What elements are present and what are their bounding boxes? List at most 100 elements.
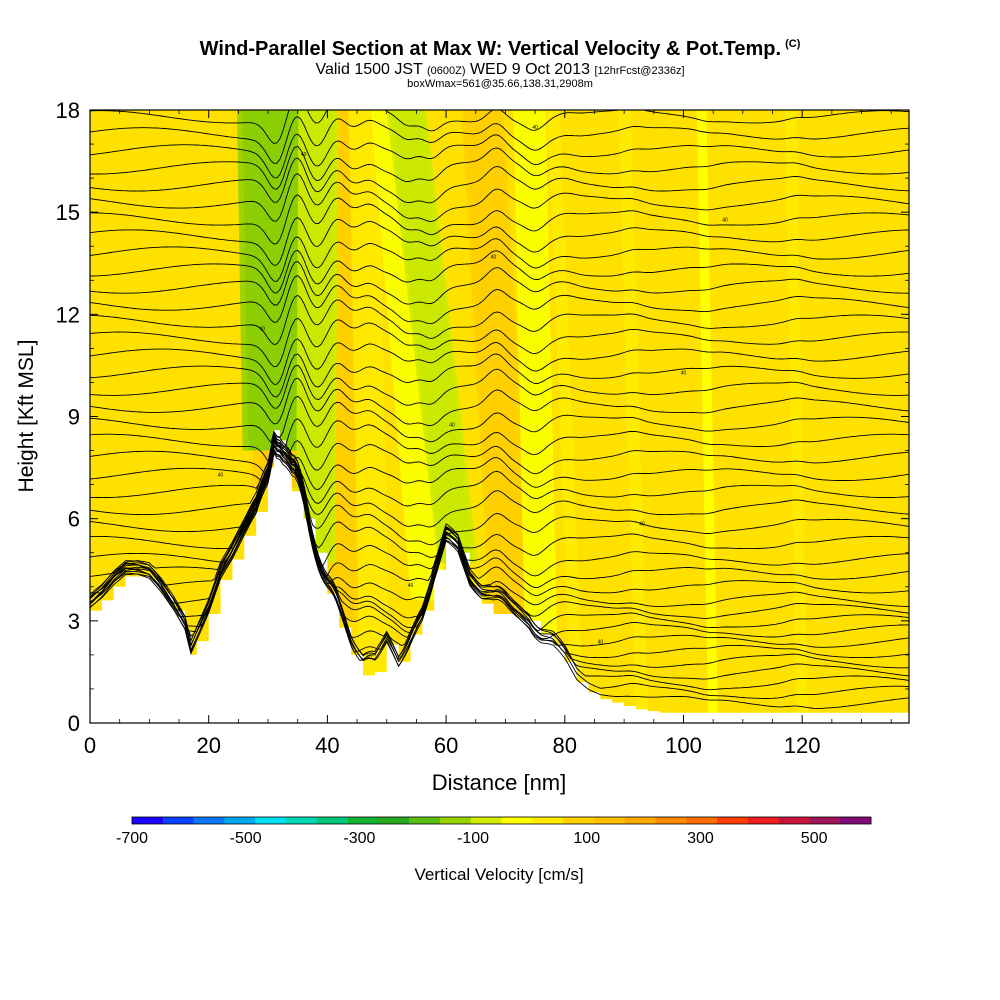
- theta-contour-label: 40: [722, 217, 728, 223]
- colorbar-swatch: [686, 817, 718, 824]
- theta-contour: [90, 236, 909, 282]
- theta-contour: [90, 440, 909, 558]
- x-axis-label: Distance [nm]: [432, 770, 567, 795]
- chart-subtitle: Valid 1500 JST (0600Z) WED 9 Oct 2013 [1…: [315, 61, 685, 78]
- theta-contour: [90, 294, 909, 345]
- theta-contour: [90, 260, 909, 306]
- theta-contour: [90, 436, 909, 628]
- theta-contour-label: 40: [598, 639, 604, 645]
- colorbar-swatch: [255, 817, 287, 824]
- theta-contour-label: 40: [301, 152, 307, 158]
- theta-contour: [90, 432, 909, 507]
- theta-contour: [90, 444, 909, 691]
- colorbar-tick-label: 100: [573, 830, 600, 847]
- colorbar-swatch: [593, 817, 625, 824]
- theta-contour: [90, 445, 909, 577]
- theta-contour: [90, 450, 909, 699]
- y-tick-label: 3: [68, 609, 80, 634]
- x-tick-label: 120: [784, 733, 821, 758]
- downdraft-band: [513, 110, 558, 645]
- x-tick-label: 80: [553, 733, 577, 758]
- colorbar-tick-label: -300: [343, 830, 375, 847]
- colorbar-swatch: [563, 817, 595, 824]
- theta-contour: [90, 364, 909, 409]
- theta-contour: [90, 430, 909, 528]
- colorbar-swatch: [224, 817, 256, 824]
- downdraft-band: [386, 110, 478, 563]
- theta-contour-label: 40: [176, 608, 182, 614]
- colorbar-tick-label: 500: [801, 830, 828, 847]
- theta-contour: [90, 438, 909, 601]
- theta-contour-label: 40: [408, 583, 414, 589]
- downdraft-band: [295, 110, 339, 563]
- chart-title: Wind-Parallel Section at Max W: Vertical…: [199, 38, 801, 60]
- colorbar-swatch: [717, 817, 749, 824]
- theta-contour: [90, 395, 909, 444]
- updraft-band: [547, 110, 583, 693]
- x-tick-label: 100: [665, 733, 702, 758]
- chart-box-info: boxWmax=561@35.66,138.31,2908m: [407, 78, 593, 90]
- y-tick-label: 18: [56, 98, 80, 123]
- colorbar-swatch: [624, 817, 656, 824]
- theta-contour: [90, 439, 909, 669]
- x-tick-label: 20: [196, 733, 220, 758]
- colorbar-swatch: [285, 817, 318, 824]
- colorbar-swatch: [655, 817, 687, 824]
- updraft-band: [348, 110, 390, 683]
- theta-contour: [90, 173, 909, 222]
- theta-contour: [90, 443, 909, 634]
- terrain-mask: [90, 430, 909, 723]
- theta-contour-label: 40: [491, 255, 497, 261]
- y-tick-label: 0: [68, 711, 80, 736]
- colorbar-swatch: [378, 817, 410, 824]
- colorbar-label: Vertical Velocity [cm/s]: [414, 865, 583, 884]
- colorbar-swatch: [809, 817, 841, 824]
- theta-contour: [90, 434, 909, 546]
- y-tick-label: 12: [56, 302, 80, 327]
- theta-contour: [90, 439, 909, 680]
- theta-contour: [90, 275, 909, 325]
- theta-contour-label: 40: [366, 655, 372, 661]
- colorbar-swatch: [470, 817, 502, 824]
- theta-contour: [90, 217, 909, 266]
- updraft-band: [618, 110, 649, 721]
- downdraft-band: [696, 110, 719, 723]
- colorbar-frame: [131, 816, 872, 825]
- updraft-band: [785, 110, 808, 723]
- colorbar-swatch: [532, 817, 564, 824]
- colorbar-swatch: [747, 817, 779, 824]
- x-tick-label: 40: [315, 733, 339, 758]
- theta-contour: [90, 145, 909, 190]
- colorbar-tick-label: 300: [687, 830, 714, 847]
- theta-contour-label: 40: [449, 422, 455, 428]
- y-axis-label: Height [Kft MSL]: [15, 340, 38, 493]
- colorbar-swatch: [501, 817, 533, 824]
- colorbar-tick-label: -100: [457, 830, 489, 847]
- theta-contour: [90, 116, 909, 164]
- colorbar-swatch: [840, 817, 872, 824]
- theta-contour: [90, 133, 909, 179]
- colorbar-swatch: [162, 817, 194, 824]
- theta-contour: [90, 157, 909, 204]
- theta-contour: [90, 418, 909, 463]
- x-tick-label: 60: [434, 733, 458, 758]
- theta-contour: [90, 353, 909, 398]
- colorbar-swatch: [132, 817, 164, 824]
- downdraft-band: [370, 110, 446, 601]
- theta-contour: [90, 338, 909, 385]
- theta-contour: [90, 440, 909, 476]
- colorbar-tick-label: -700: [116, 830, 148, 847]
- theta-contour: [90, 377, 909, 426]
- theta-contour: [90, 110, 909, 144]
- y-tick-label: 6: [68, 507, 80, 532]
- theta-contour: [90, 194, 909, 245]
- theta-contour-label: 40: [532, 125, 538, 131]
- theta-contour-label: 40: [218, 472, 224, 478]
- colorbar-tick-label: -500: [230, 830, 262, 847]
- theta-contour: [90, 443, 909, 588]
- colorbar-swatch: [347, 817, 379, 824]
- colorbar-swatch: [778, 817, 810, 824]
- theta-contour-label: 40: [259, 326, 265, 332]
- colorbar-swatch: [409, 817, 441, 824]
